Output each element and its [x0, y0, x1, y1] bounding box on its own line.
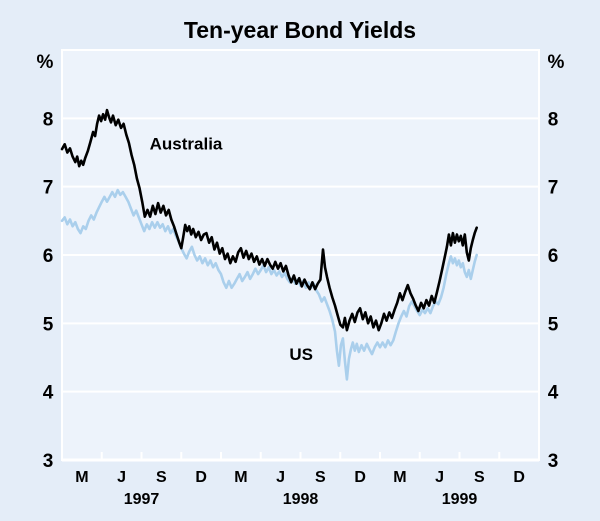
- x-month-label: J: [117, 469, 126, 486]
- x-month-label: M: [393, 469, 406, 486]
- x-month-label: J: [435, 469, 444, 486]
- x-month-label: J: [276, 469, 285, 486]
- y-tick-labels-left: 8 7 6 5 4 3: [43, 109, 54, 472]
- x-month-label: M: [234, 469, 247, 486]
- y-axis-unit-right: %: [548, 52, 565, 73]
- chart-title: Ten-year Bond Yields: [184, 17, 416, 43]
- y-tick-labels-right: 8 7 6 5 4 3: [548, 109, 559, 472]
- x-month-label: D: [513, 469, 525, 486]
- y-tick-label-left: 6: [43, 246, 54, 267]
- x-year-label: 1997: [124, 491, 160, 508]
- y-axis-unit-left: %: [37, 52, 54, 73]
- x-month-label: M: [75, 469, 88, 486]
- x-month-label: D: [195, 469, 207, 486]
- series-label-australia: Australia: [150, 135, 223, 154]
- year-labels: 1997 1998 1999: [124, 491, 478, 508]
- y-tick-label-right: 4: [548, 383, 559, 404]
- x-month-label: S: [156, 469, 167, 486]
- y-tick-label-right: 5: [548, 314, 559, 335]
- y-tick-label-right: 3: [548, 451, 559, 472]
- y-tick-label-right: 7: [548, 178, 559, 199]
- y-tick-label-right: 6: [548, 246, 559, 267]
- y-tick-label-left: 7: [43, 178, 54, 199]
- x-month-label: S: [474, 469, 485, 486]
- x-year-label: 1998: [283, 491, 319, 508]
- x-month-label: D: [354, 469, 366, 486]
- y-tick-label-left: 4: [43, 383, 54, 404]
- line-us: [60, 188, 479, 381]
- gridlines: [62, 117, 539, 393]
- y-tick-label-left: 8: [43, 109, 54, 130]
- y-tick-label-left: 3: [43, 451, 54, 472]
- line-australia: [60, 108, 479, 332]
- x-month-label: S: [315, 469, 326, 486]
- series-lines: [60, 108, 479, 381]
- series-label-us: US: [289, 345, 313, 364]
- y-tick-label-left: 5: [43, 314, 54, 335]
- x-year-label: 1999: [442, 491, 478, 508]
- y-tick-label-right: 8: [548, 109, 559, 130]
